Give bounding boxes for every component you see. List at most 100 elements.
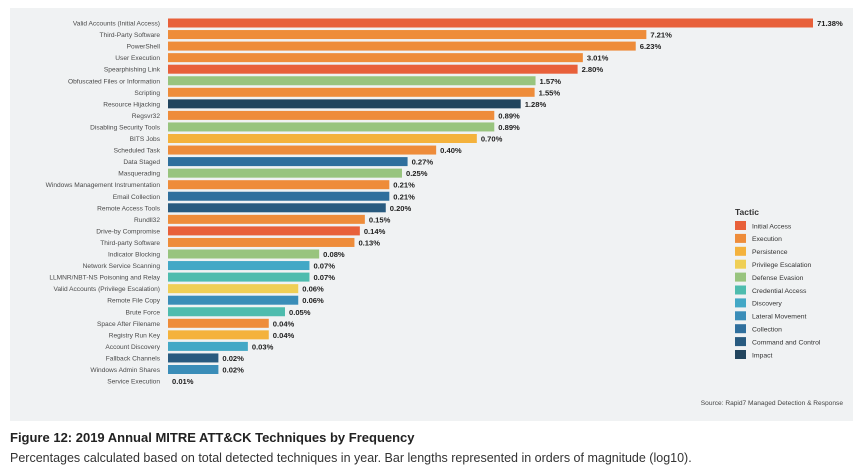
category-label: Network Service Scanning <box>83 263 161 270</box>
legend-label: Defense Evasion <box>752 275 804 282</box>
legend-swatch <box>735 311 746 321</box>
legend-swatch <box>735 233 746 243</box>
category-label: LLMNR/NBT-NS Poisoning and Relay <box>49 275 160 282</box>
value-label: 3.01% <box>587 54 609 63</box>
value-label: 7.21% <box>650 31 672 40</box>
legend-label: Credential Access <box>752 288 807 295</box>
category-label: Third-party Software <box>100 240 160 247</box>
bar <box>168 110 495 120</box>
bar <box>168 122 495 132</box>
legend-swatch <box>735 337 746 347</box>
category-label: Space After Filename <box>97 321 160 328</box>
category-label: Regsvr32 <box>132 113 161 120</box>
category-label: Masquerading <box>118 171 160 178</box>
bar <box>168 237 355 247</box>
value-label: 0.25% <box>406 169 428 178</box>
value-label: 71.38% <box>817 19 843 28</box>
bar <box>168 272 310 282</box>
value-label: 0.21% <box>393 181 415 190</box>
source-note: Source: Rapid7 Managed Detection & Respo… <box>701 400 844 407</box>
bar <box>168 30 647 40</box>
legend-label: Lateral Movement <box>752 314 807 321</box>
bar <box>168 168 402 178</box>
bar <box>168 307 285 317</box>
value-label: 0.15% <box>369 215 391 224</box>
bar <box>168 214 365 224</box>
value-label: 0.06% <box>302 285 324 294</box>
value-label: 0.05% <box>289 308 311 317</box>
category-label: Rundll32 <box>134 217 160 224</box>
value-label: 0.07% <box>313 262 335 271</box>
legend-swatch <box>735 285 746 295</box>
bar <box>168 53 583 63</box>
value-label: 2.80% <box>582 65 604 74</box>
legend-label: Privilege Escalation <box>752 262 812 269</box>
value-label: 0.03% <box>252 342 274 351</box>
category-label: Valid Accounts (Initial Access) <box>73 21 160 28</box>
legend-label: Discovery <box>752 301 782 308</box>
category-label: PowerShell <box>127 44 161 51</box>
category-label: Obfuscated Files or Information <box>68 78 160 85</box>
chart-panel: Valid Accounts (Initial Access) 71.38% Thi… <box>10 8 853 421</box>
value-label: 0.06% <box>302 296 324 305</box>
chart-svg: Valid Accounts (Initial Access) 71.38% Thi… <box>46 18 844 407</box>
bar <box>168 249 320 259</box>
legend-swatch <box>735 246 746 256</box>
category-label: Brute Force <box>126 309 161 316</box>
value-label: 0.01% <box>172 377 194 386</box>
bar <box>168 261 310 271</box>
value-label: 0.20% <box>390 204 412 213</box>
bar <box>168 353 219 363</box>
category-label: Third-Party Software <box>100 32 161 39</box>
bar <box>168 87 535 97</box>
value-label: 0.13% <box>358 238 380 247</box>
bar <box>168 191 390 201</box>
category-label: Remote Access Tools <box>97 205 161 212</box>
bar <box>168 76 536 86</box>
category-label: Email Collection <box>113 194 161 201</box>
value-label: 0.04% <box>273 319 295 328</box>
value-label: 0.40% <box>440 146 462 155</box>
category-label: Disabling Security Tools <box>90 124 161 131</box>
bar <box>168 134 477 143</box>
bar <box>168 341 248 351</box>
value-label: 1.55% <box>539 88 561 97</box>
bar <box>168 203 386 213</box>
category-label: Windows Admin Shares <box>90 367 160 374</box>
legend-label: Execution <box>752 236 782 243</box>
bar <box>168 18 813 28</box>
value-label: 0.02% <box>222 366 244 375</box>
value-label: 0.07% <box>313 273 335 282</box>
bar <box>168 180 390 190</box>
value-label: 0.89% <box>498 111 520 120</box>
legend-swatch <box>735 298 746 308</box>
legend-swatch <box>735 324 746 334</box>
category-label: Spearphishing Link <box>104 67 161 74</box>
category-label: Data Staged <box>123 159 160 166</box>
category-label: Remote File Copy <box>107 298 160 305</box>
category-label: Drive-by Compromise <box>96 228 160 235</box>
category-label: Indicator Blocking <box>108 252 160 259</box>
legend-swatch <box>735 221 746 230</box>
bar <box>168 99 521 109</box>
legend-label: Initial Access <box>752 223 792 230</box>
category-label: Windows Management Instrumentation <box>46 182 161 189</box>
value-label: 0.89% <box>498 123 520 132</box>
bar <box>168 284 299 294</box>
legend-label: Impact <box>752 352 773 359</box>
legend-label: Command and Control <box>752 339 821 346</box>
value-label: 0.27% <box>412 158 434 167</box>
value-label: 0.04% <box>273 331 295 340</box>
value-label: 6.23% <box>640 42 662 51</box>
value-label: 0.14% <box>364 227 386 236</box>
figure-caption-body: Percentages calculated based on total de… <box>10 451 692 465</box>
figure-caption-title: Figure 12: 2019 Annual MITRE ATT&CK Tech… <box>10 430 415 445</box>
value-label: 1.28% <box>525 100 547 109</box>
legend-swatch <box>735 259 746 269</box>
category-label: Fallback Channels <box>106 355 161 362</box>
bar <box>168 41 636 51</box>
bar <box>168 145 437 155</box>
category-label: User Execution <box>115 55 160 62</box>
legend-swatch <box>735 350 746 359</box>
category-label: Scripting <box>134 90 160 97</box>
